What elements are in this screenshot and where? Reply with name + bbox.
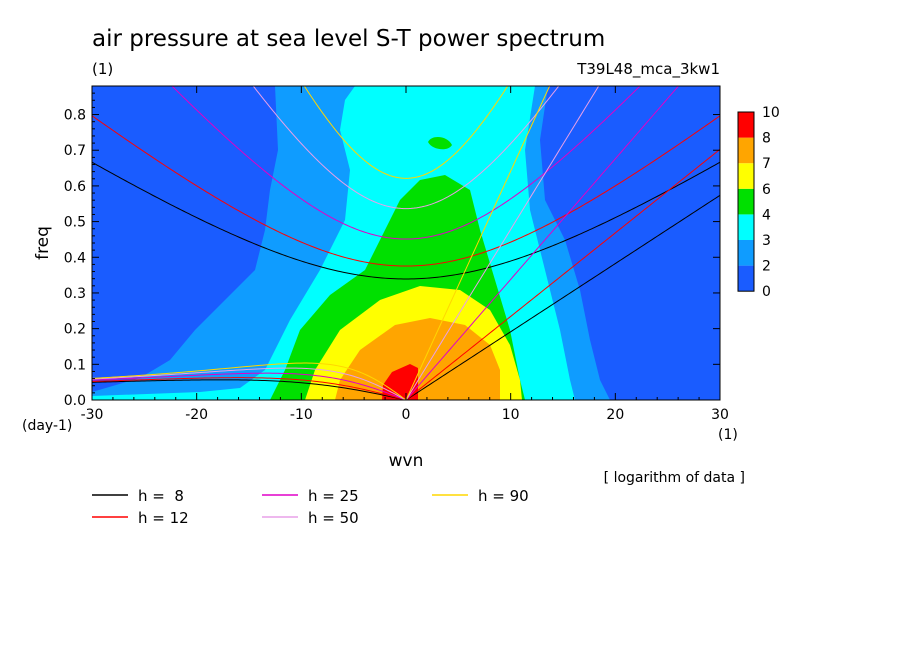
rossby-curve [92,372,407,400]
y-tick-label: 0.8 [64,108,86,124]
x-axis: -30 -20 -10 0 10 20 30 [81,86,729,423]
x-tick-label: 30 [711,407,729,423]
data-note: [ logarithm of data ] [604,470,745,486]
x-tick-label: 0 [402,407,411,423]
y-tick-label: 0.4 [64,250,86,266]
y-axis: 0.0 0.1 0.2 0.3 0.4 0.5 0.6 0.7 0.8 [64,92,720,409]
y-unit: (day-1) [22,418,72,434]
colorbar-swatch [738,137,754,164]
gravity-curve [252,86,560,210]
colorbar-frame [737,111,755,292]
kelvin-curve [405,86,551,400]
colorbar-label: 2 [762,259,771,275]
y-tick-label: 0.3 [64,286,86,302]
x-unit: (1) [718,427,738,443]
colorbar-swatch [738,240,754,266]
legend: h = 8 h = 12 h = 25 h = 50 h = 90 [92,487,529,527]
colorbar-label: 7 [762,156,771,172]
y-tick-label: 0.5 [64,215,86,231]
y-tick-label: 0.2 [64,322,86,338]
colorbar-label: 10 [762,105,780,121]
x-tick-label: -20 [185,407,208,423]
colorbar-label: 3 [762,233,771,249]
x-tick-label: -10 [290,407,313,423]
kelvin-curve [405,148,720,400]
gravity-curve [92,115,720,267]
gravity-curve [92,161,720,280]
x-tick-label: 20 [606,407,624,423]
contour-level-8-10 [382,364,418,400]
model-label: T39L48_mca_3kw1 [576,60,720,79]
colorbar-swatch [738,265,754,292]
colorbar-label: 8 [762,131,771,147]
dispersion-curves [92,86,720,400]
x-tick-label: 10 [502,407,520,423]
y-axis-label: freq [33,226,53,260]
colorbar-swatch [738,112,754,138]
title-unit: (1) [92,60,113,78]
legend-label: h = 50 [308,509,359,527]
gravity-curve [171,86,641,240]
rossby-curve [92,377,407,400]
legend-label: h = 25 [308,487,359,505]
legend-label: h = 8 [138,487,184,505]
gravity-curve [303,86,509,179]
colorbar-swatch [738,214,754,240]
colorbar-swatch [738,188,754,215]
y-tick-label: 0.1 [64,357,86,373]
rossby-curve [92,362,407,400]
kelvin-curve [405,86,600,400]
chart-title: air pressure at sea level S-T power spec… [92,26,605,52]
kelvin-curve [405,194,720,400]
y-tick-label: 0.0 [64,393,86,409]
colorbar-label: 6 [762,182,771,198]
y-tick-label: 0.7 [64,143,86,159]
legend-label: h = 12 [138,509,189,527]
rossby-curve [92,367,407,400]
colorbar-swatch [738,163,754,189]
kelvin-curve [405,86,680,400]
legend-label: h = 90 [478,487,529,505]
colorbar-label: 4 [762,207,771,223]
colorbar-label: 0 [762,284,771,300]
x-tick-label: -30 [81,407,104,423]
colorbar: 0 2 3 4 6 7 8 10 [737,105,780,300]
rossby-curve [92,379,407,400]
x-axis-label: wvn [389,451,424,471]
plot-area [92,86,720,400]
y-tick-label: 0.6 [64,179,86,195]
